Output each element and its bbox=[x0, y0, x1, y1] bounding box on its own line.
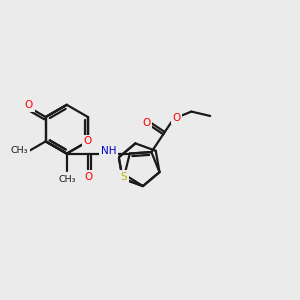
Text: S: S bbox=[121, 172, 127, 182]
Text: O: O bbox=[84, 172, 92, 182]
Text: O: O bbox=[172, 113, 181, 123]
Text: O: O bbox=[25, 100, 33, 110]
Text: CH₃: CH₃ bbox=[10, 146, 28, 155]
Text: O: O bbox=[84, 136, 92, 146]
Text: NH: NH bbox=[100, 146, 116, 156]
Text: O: O bbox=[142, 118, 150, 128]
Text: CH₃: CH₃ bbox=[58, 175, 76, 184]
